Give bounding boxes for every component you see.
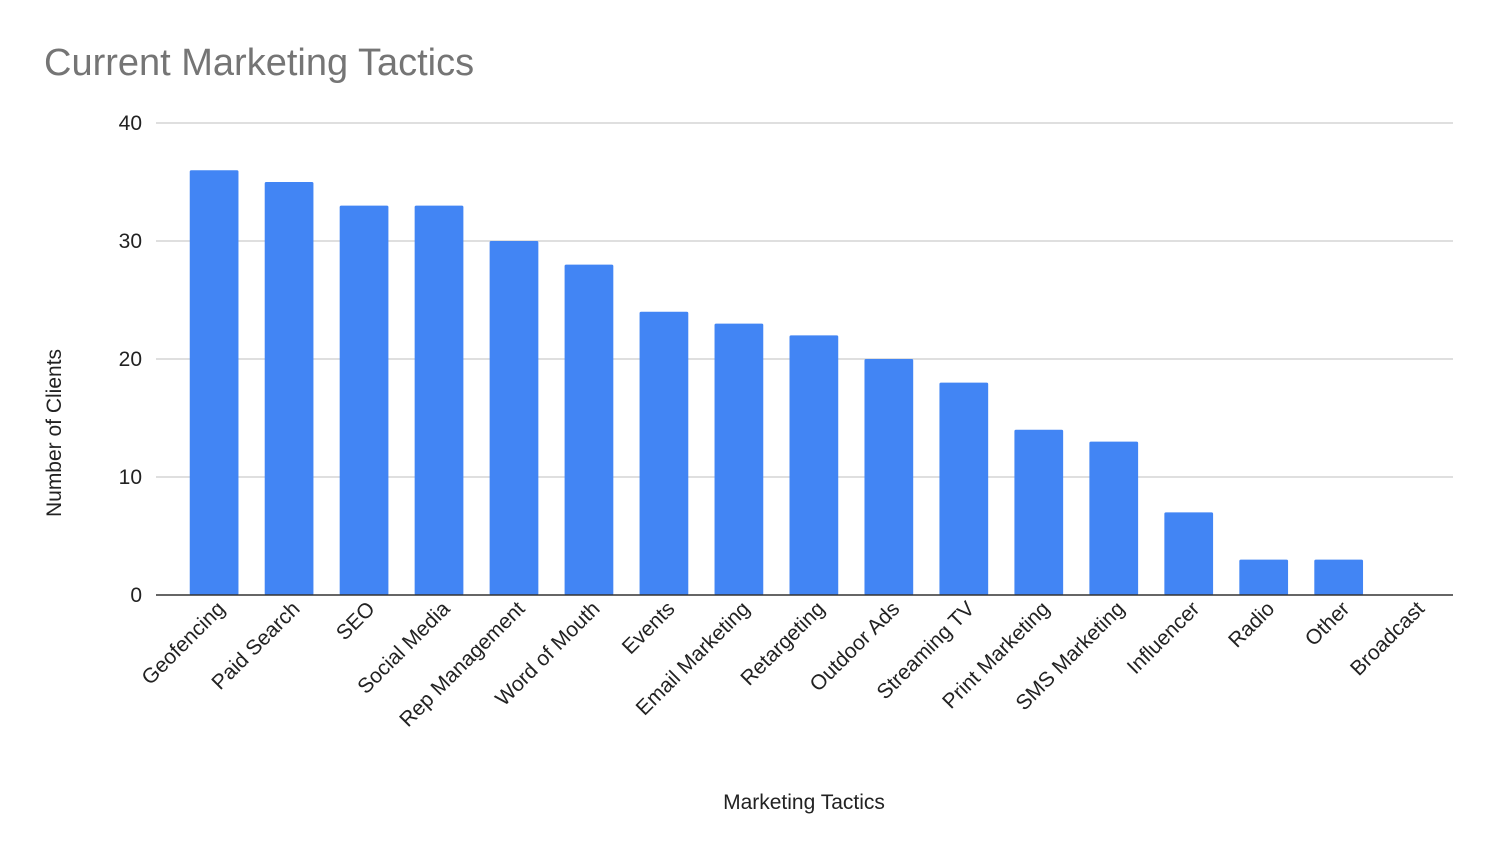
bar [1014, 429, 1064, 595]
y-tick-label: 30 [119, 230, 142, 253]
chart-title: Current Marketing Tactics [44, 42, 474, 84]
x-tick-label: Rep Management [395, 597, 529, 731]
x-tick-label: Other [1301, 597, 1354, 650]
x-tick-label: Radio [1224, 597, 1279, 652]
bar [339, 205, 389, 595]
x-tick-label: Broadcast [1346, 597, 1429, 680]
bar [1314, 559, 1364, 595]
y-axis-title: Number of Clients [43, 349, 66, 517]
x-tick-label: SEO [332, 597, 380, 645]
y-axis-ticks: 0 10 20 30 40 [119, 112, 142, 607]
bar [414, 205, 464, 595]
bar [864, 359, 914, 595]
y-tick-label: 0 [130, 584, 142, 607]
x-tick-label: Events [618, 597, 680, 659]
bar [264, 182, 314, 595]
bar [789, 335, 839, 595]
bar [939, 382, 989, 595]
bar [1089, 441, 1139, 595]
bar [189, 170, 239, 595]
bar [1239, 559, 1289, 595]
x-axis-title: Marketing Tactics [723, 791, 885, 814]
y-tick-label: 20 [119, 348, 142, 371]
bar [564, 264, 614, 595]
bar [1164, 512, 1214, 595]
bar [714, 323, 764, 595]
x-tick-label: Influencer [1123, 597, 1204, 678]
bar [639, 311, 689, 595]
y-tick-label: 10 [119, 466, 142, 489]
bars [189, 170, 1364, 595]
bar [489, 241, 539, 595]
y-tick-label: 40 [119, 112, 142, 135]
